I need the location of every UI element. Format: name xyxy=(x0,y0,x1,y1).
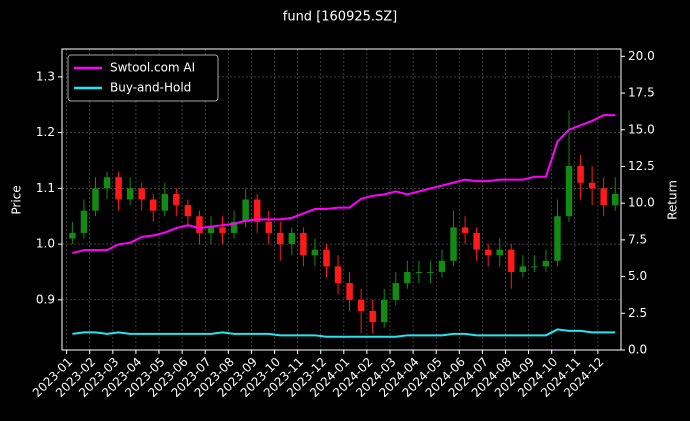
candle-body xyxy=(450,227,457,261)
y-axis-label: Price xyxy=(10,185,24,214)
candle-body xyxy=(173,193,180,206)
candle-body xyxy=(565,166,573,217)
candle-body xyxy=(242,199,249,222)
y2-tick-label: 0.0 xyxy=(628,343,647,357)
legend-label: Buy-and-Hold xyxy=(110,81,191,95)
y2-tick-label: 10.0 xyxy=(628,196,655,210)
candle-body xyxy=(531,266,538,268)
candle-body xyxy=(300,232,307,256)
candle-body xyxy=(611,193,619,206)
y-tick-label: 1.2 xyxy=(36,125,55,139)
candle-body xyxy=(415,271,423,273)
candle-body xyxy=(161,193,169,211)
y-tick-label: 1.1 xyxy=(36,181,55,195)
y2-tick-label: 5.0 xyxy=(628,269,647,283)
series-line xyxy=(72,114,616,255)
y2-tick-label: 12.5 xyxy=(628,159,655,173)
candle-body xyxy=(230,221,238,233)
y-tick-label: 1.0 xyxy=(36,237,55,251)
y-tick-label: 0.9 xyxy=(36,292,55,306)
candle-body xyxy=(311,249,319,256)
plot-frame xyxy=(61,48,622,351)
y2-tick-label: 15.0 xyxy=(628,122,655,136)
y2-axis-label: Return xyxy=(666,180,680,220)
candle-body xyxy=(519,266,527,272)
candle-body xyxy=(196,216,203,233)
candle-body xyxy=(126,188,134,200)
candle-body xyxy=(80,210,88,233)
candle-body xyxy=(288,232,296,245)
y2-tick-label: 20.0 xyxy=(628,49,655,63)
candle-body xyxy=(461,227,469,233)
legend-box xyxy=(67,54,219,102)
y-tick-label: 1.3 xyxy=(36,69,55,83)
y2-tick-label: 17.5 xyxy=(628,86,655,100)
candle-body xyxy=(346,283,353,300)
candle-body xyxy=(508,249,515,272)
y2-tick-label: 2.5 xyxy=(628,306,647,320)
candle-body xyxy=(207,227,215,233)
candle-body xyxy=(103,177,111,189)
candle-body xyxy=(392,283,400,300)
candle-body xyxy=(115,177,122,200)
candle-body xyxy=(438,260,446,272)
candle-body xyxy=(404,271,411,284)
candle-body xyxy=(334,266,342,284)
candle-body xyxy=(323,249,330,267)
candle-body xyxy=(369,310,376,323)
candle-body xyxy=(357,299,365,311)
candle-body xyxy=(265,221,272,233)
candle-body xyxy=(542,260,550,267)
candle-body xyxy=(69,232,76,239)
candle-body xyxy=(577,166,584,183)
candle-body xyxy=(600,188,607,206)
candle-body xyxy=(380,299,388,323)
candle-body xyxy=(138,188,145,200)
candle-body xyxy=(496,249,503,256)
candle-body xyxy=(588,182,596,189)
candle-body xyxy=(277,232,284,245)
candle-body xyxy=(92,188,99,211)
candle-body xyxy=(427,271,434,273)
candle-body xyxy=(219,227,226,233)
legend-label: Swtool.com AI xyxy=(110,61,195,75)
series-line xyxy=(72,328,616,338)
candle-body xyxy=(473,232,480,250)
candle-body xyxy=(150,199,157,211)
chart-title: fund [160925.SZ] xyxy=(283,10,398,25)
candle-body xyxy=(554,216,561,261)
candle-body xyxy=(484,249,492,256)
candle-body xyxy=(253,199,261,222)
candle-body xyxy=(184,205,192,217)
y2-tick-label: 7.5 xyxy=(628,232,647,246)
